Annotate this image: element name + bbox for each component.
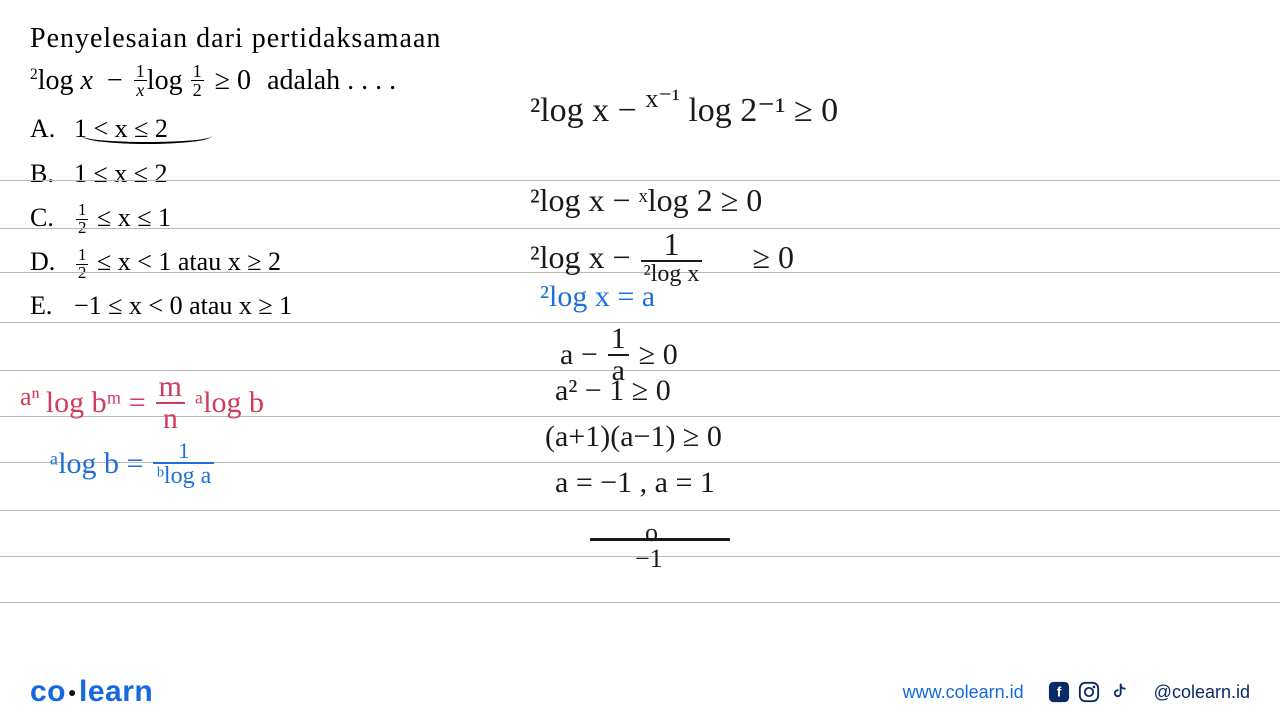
tiktok-icon: [1108, 681, 1130, 703]
work-step6: a² − 1 ≥ 0: [555, 374, 671, 408]
svg-text:f: f: [1056, 685, 1061, 700]
footer-handle: @colearn.id: [1154, 682, 1250, 703]
footer-url: www.colearn.id: [903, 682, 1024, 703]
log-rule-2: ᵃlog b = 1 ᵇlog a: [50, 440, 214, 488]
work-step1: ²log x − x⁻¹ log 2⁻¹ ≥ 0: [530, 90, 838, 130]
work-step3: ²log x − 1 ²log x ≥ 0: [530, 228, 794, 286]
social-icons: f: [1048, 681, 1130, 703]
log-rule-1: aⁿ log bᵐ = m n ᵃlog b: [20, 372, 264, 434]
brand-logo: co●learn: [30, 675, 153, 709]
question-line1: Penyelesaian dari pertidaksamaan: [30, 20, 1250, 58]
work-step8: a = −1 , a = 1: [555, 466, 715, 500]
work-step7: (a+1)(a−1) ≥ 0: [545, 420, 722, 454]
footer: co●learn www.colearn.id f @colearn.id: [0, 664, 1280, 720]
work-step2: ²log x − ˣlog 2 ≥ 0: [530, 182, 762, 219]
instagram-icon: [1078, 681, 1100, 703]
selection-arc: [82, 128, 212, 144]
work-step4: ²log x = a: [540, 280, 655, 314]
facebook-icon: f: [1048, 681, 1070, 703]
